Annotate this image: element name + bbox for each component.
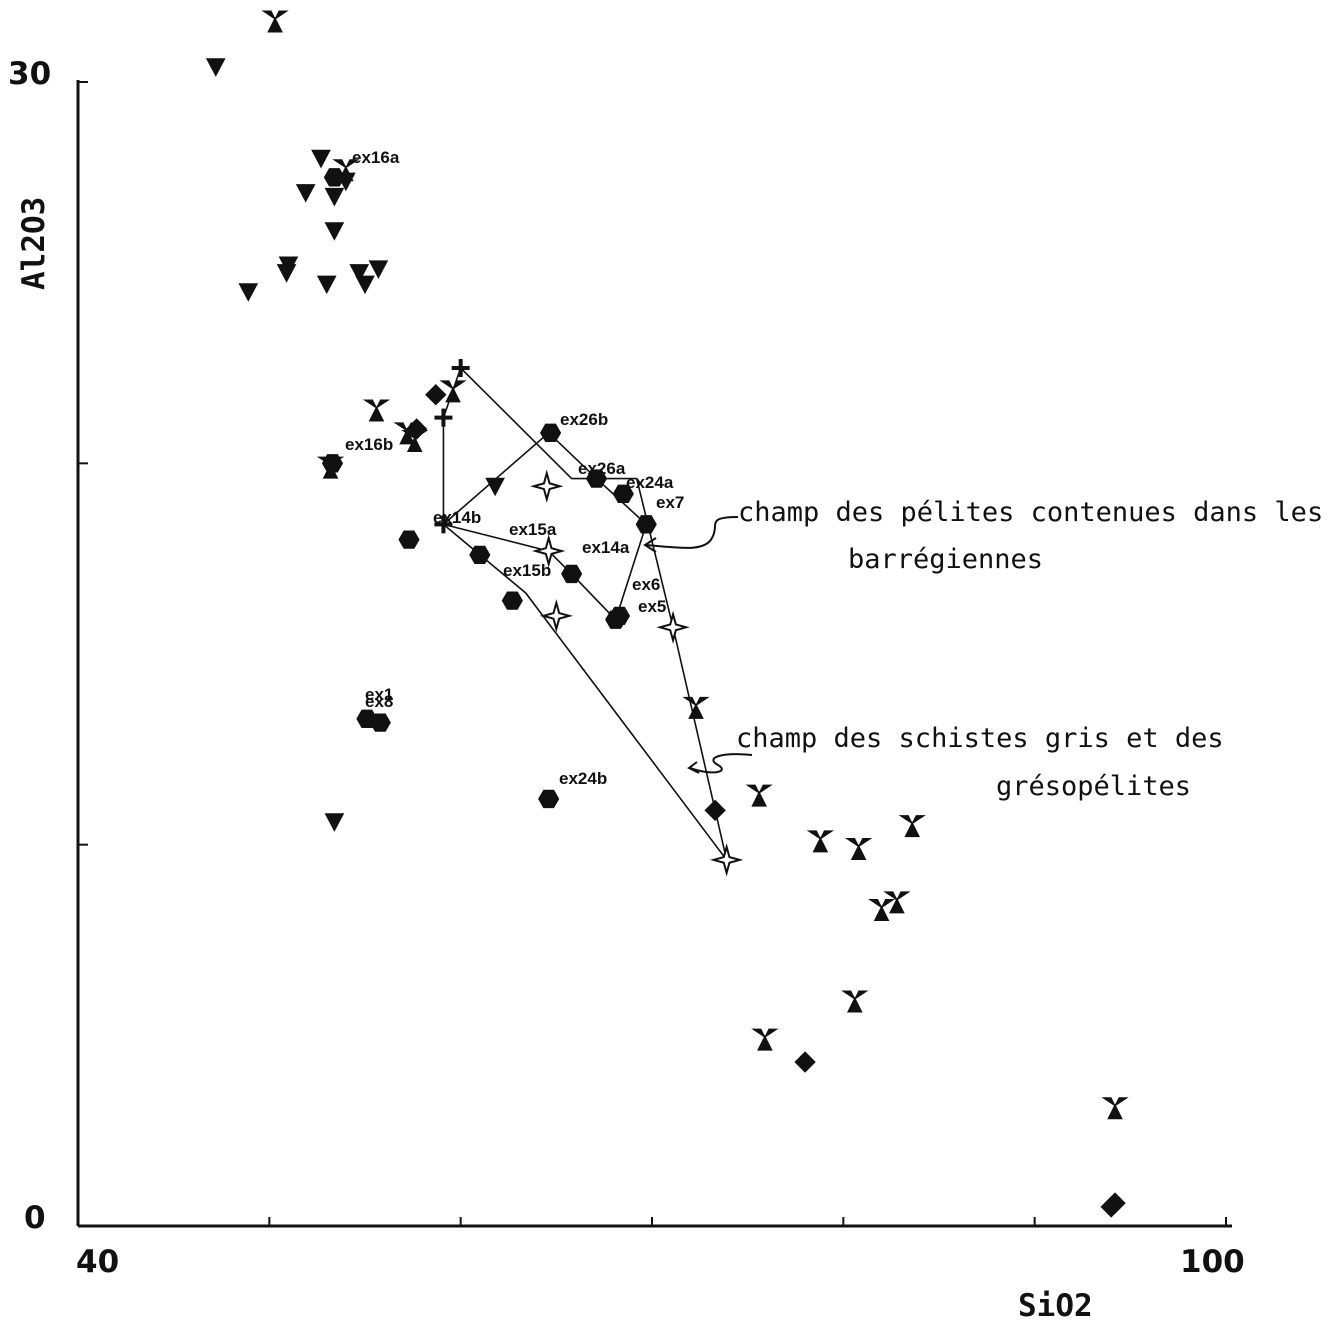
annotation-line: champ des schistes gris et des xyxy=(736,723,1224,754)
point-cross xyxy=(434,408,453,427)
point-trefoil xyxy=(751,1028,779,1051)
point-down-triangle xyxy=(349,264,370,283)
arrowhead xyxy=(643,537,657,553)
annotation-line: grésopélites xyxy=(996,771,1191,802)
data-points xyxy=(205,10,1129,1218)
point-down-triangle xyxy=(368,260,389,279)
point-label: ex16b xyxy=(345,435,393,454)
point-trefoil xyxy=(362,399,391,422)
point-hexagon xyxy=(321,454,344,473)
point-trefoil xyxy=(439,380,467,403)
x-axis-title: SiO2 xyxy=(1018,1288,1093,1324)
point-label: ex26b xyxy=(560,410,608,429)
point-hexagon xyxy=(323,168,345,187)
point-open-star xyxy=(656,610,690,645)
point-hexagon xyxy=(585,469,608,488)
annotation-line: champ des pélites contenues dans les xyxy=(738,497,1323,528)
point-diamond xyxy=(1104,1192,1126,1214)
point-down-triangle xyxy=(324,222,345,241)
point-trefoil xyxy=(841,990,869,1013)
point-hexagon xyxy=(612,484,634,504)
point-hexagon xyxy=(561,564,583,584)
point-down-triangle xyxy=(324,187,345,207)
point-trefoil xyxy=(844,837,873,860)
axes xyxy=(76,80,1232,1228)
point-label: ex15b xyxy=(503,561,551,580)
point-down-triangle xyxy=(485,477,505,497)
y-tick-label-top: 30 xyxy=(8,56,51,92)
point-label: ex24a xyxy=(626,473,674,492)
point-down-triangle xyxy=(316,275,337,295)
point-down-triangle xyxy=(311,149,331,169)
point-down-triangle xyxy=(238,283,259,302)
point-hexagon xyxy=(538,789,560,809)
point-label: ex24b xyxy=(559,769,607,788)
point-trefoil xyxy=(883,891,911,914)
point-label: ex26a xyxy=(578,459,626,478)
annotation-arrow xyxy=(645,516,739,549)
annotation-schistes: champ des schistes gris et des grésopéli… xyxy=(687,723,1224,802)
point-down-triangle xyxy=(295,184,316,203)
point-trefoil xyxy=(745,784,773,807)
arrowhead xyxy=(687,761,700,774)
point-hexagon xyxy=(635,515,657,534)
point-label: ex8 xyxy=(365,692,393,711)
point-hexagon xyxy=(501,591,523,610)
point-hexagon xyxy=(398,530,420,549)
point-label: ex6 xyxy=(632,575,660,594)
point-label: ex7 xyxy=(656,493,684,512)
ticks xyxy=(77,81,1227,1227)
point-trefoil xyxy=(867,898,896,921)
point-open-star xyxy=(531,534,566,568)
point-trefoil xyxy=(1101,1097,1129,1120)
point-label: ex5 xyxy=(638,597,666,616)
point-open-star xyxy=(530,469,564,503)
point-trefoil xyxy=(261,10,289,33)
point-label: ex15a xyxy=(509,520,557,539)
point-diamond xyxy=(425,383,447,406)
point-hexagon xyxy=(469,545,491,565)
point-diamond xyxy=(794,1051,816,1073)
point-label: ex16a xyxy=(352,148,400,167)
point-hexagon xyxy=(540,423,562,442)
point-down-triangle xyxy=(205,58,226,77)
point-down-triangle xyxy=(324,813,345,832)
point-open-star xyxy=(539,599,574,633)
annotation-line: barrégiennes xyxy=(848,544,1043,575)
point-trefoil xyxy=(898,815,926,838)
annotation-pelites: champ des pélites contenues dans les bar… xyxy=(643,497,1323,575)
point-open-star xyxy=(709,843,744,877)
point-label: ex14b xyxy=(433,508,481,527)
y-axis-title: Al2O3 xyxy=(16,197,52,290)
point-label: ex14a xyxy=(582,538,630,557)
annotation-arrow xyxy=(689,753,753,774)
point-hexagon xyxy=(369,713,391,732)
point-labels: ex16a ex16b ex26b ex26a ex24a ex7 ex14b … xyxy=(345,148,684,788)
point-trefoil xyxy=(682,696,710,719)
point-hexagon xyxy=(605,610,627,629)
point-diamond xyxy=(704,799,726,822)
y-tick-label-bottom: 0 xyxy=(24,1200,46,1236)
point-label: ex1 xyxy=(365,685,393,704)
x-tick-label-right: 100 xyxy=(1180,1244,1245,1280)
point-trefoil xyxy=(806,830,835,853)
point-cross xyxy=(451,359,470,377)
point-down-triangle xyxy=(276,264,297,283)
point-cross xyxy=(434,515,453,534)
x-tick-label-left: 40 xyxy=(76,1244,119,1280)
point-diamond xyxy=(405,418,428,440)
